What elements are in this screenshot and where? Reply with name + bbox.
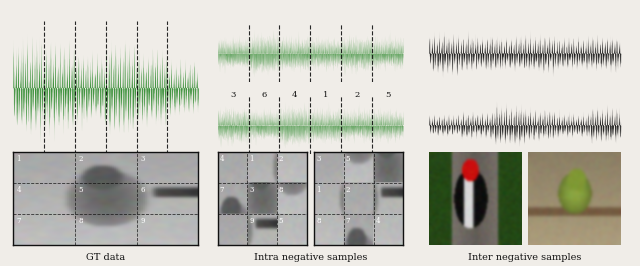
Text: 4: 4 [17, 186, 21, 194]
Text: 1: 1 [26, 162, 31, 171]
Text: 4: 4 [292, 91, 298, 99]
Text: Intra negative samples: Intra negative samples [253, 253, 367, 262]
Text: 6: 6 [261, 91, 267, 99]
Text: 3: 3 [140, 155, 145, 163]
Text: 7: 7 [17, 217, 21, 225]
Text: 1: 1 [385, 163, 390, 171]
Text: 1: 1 [17, 155, 21, 163]
Text: 3: 3 [230, 91, 236, 99]
Text: 3: 3 [249, 186, 253, 194]
Text: 4: 4 [323, 163, 328, 171]
Text: 6: 6 [292, 163, 298, 171]
Text: 8: 8 [316, 217, 321, 225]
Text: 5: 5 [278, 217, 283, 225]
Text: 1: 1 [249, 155, 253, 163]
Text: 5: 5 [78, 186, 83, 194]
Text: 5: 5 [346, 155, 350, 163]
Text: 5: 5 [149, 162, 155, 171]
Text: 3: 3 [261, 163, 267, 171]
Text: 6: 6 [180, 162, 186, 171]
Text: 4: 4 [375, 217, 380, 225]
Text: 2: 2 [354, 91, 360, 99]
Text: 2: 2 [56, 162, 62, 171]
Text: GT data: GT data [86, 253, 125, 262]
Text: Inter negative samples: Inter negative samples [468, 253, 582, 262]
Text: 2: 2 [78, 155, 83, 163]
Text: 5: 5 [354, 163, 360, 171]
Text: 5: 5 [385, 91, 390, 99]
Text: 4: 4 [220, 155, 224, 163]
Text: 8: 8 [278, 186, 283, 194]
Text: 7: 7 [346, 217, 350, 225]
Text: 9: 9 [249, 217, 253, 225]
Text: 3: 3 [316, 155, 321, 163]
Text: 6: 6 [140, 186, 145, 194]
Text: 2: 2 [346, 186, 350, 194]
Text: 3: 3 [87, 162, 93, 171]
Text: 1: 1 [316, 186, 321, 194]
Text: 2: 2 [230, 163, 236, 171]
Text: 7: 7 [220, 186, 224, 194]
Text: 4: 4 [118, 162, 124, 171]
Text: 1: 1 [323, 91, 328, 99]
Text: 8: 8 [78, 217, 83, 225]
Text: 9: 9 [140, 217, 145, 225]
Text: 2: 2 [278, 155, 283, 163]
